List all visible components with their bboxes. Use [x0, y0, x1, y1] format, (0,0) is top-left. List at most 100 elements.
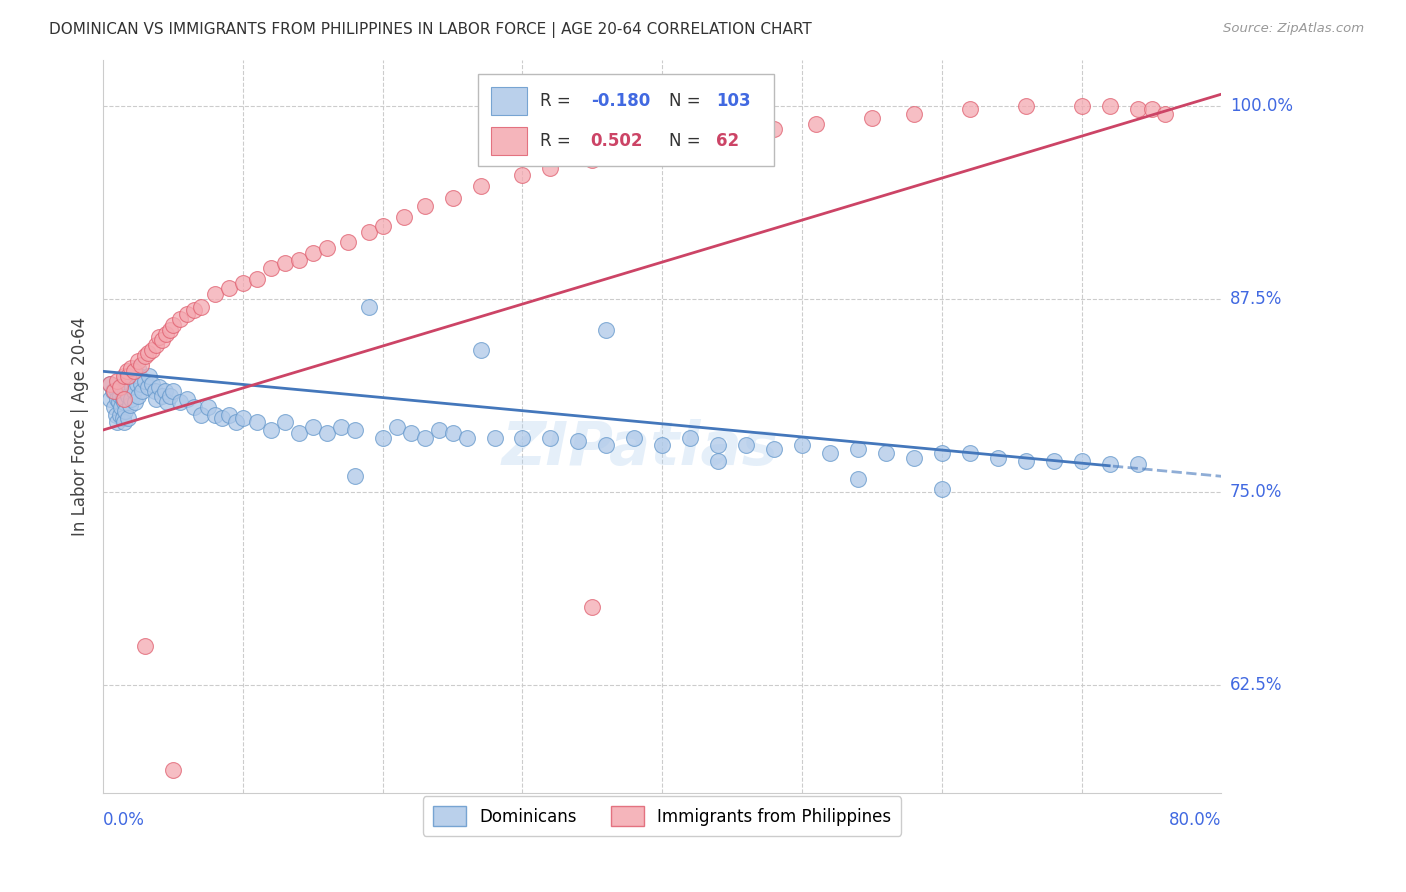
Point — [112, 395, 135, 409]
Point — [581, 153, 603, 167]
Point — [512, 431, 534, 445]
Point — [371, 219, 394, 234]
Point — [128, 368, 150, 383]
Point — [218, 281, 240, 295]
Point — [115, 376, 138, 391]
Point — [127, 361, 149, 376]
Point — [101, 384, 124, 399]
Point — [735, 438, 758, 452]
Point — [176, 307, 198, 321]
Point — [1015, 99, 1038, 113]
Point — [441, 192, 464, 206]
Point — [959, 446, 981, 460]
Point — [117, 389, 139, 403]
Point — [343, 423, 366, 437]
Point — [357, 226, 380, 240]
Point — [987, 450, 1010, 465]
Point — [134, 349, 156, 363]
Point — [1154, 106, 1177, 120]
Y-axis label: In Labor Force | Age 20-64: In Labor Force | Age 20-64 — [72, 317, 89, 536]
Point — [190, 408, 212, 422]
Point — [169, 395, 191, 409]
Text: R =: R = — [540, 92, 576, 110]
Point — [141, 376, 163, 391]
Point — [959, 102, 981, 116]
Point — [127, 389, 149, 403]
Point — [134, 639, 156, 653]
Point — [103, 384, 125, 399]
Point — [371, 431, 394, 445]
Point — [790, 438, 813, 452]
Point — [218, 408, 240, 422]
Text: 80.0%: 80.0% — [1168, 811, 1222, 830]
Point — [117, 410, 139, 425]
Point — [860, 112, 883, 126]
Point — [595, 438, 617, 452]
Point — [183, 400, 205, 414]
FancyBboxPatch shape — [478, 74, 775, 166]
Point — [125, 376, 148, 391]
Point — [1015, 454, 1038, 468]
Point — [581, 600, 603, 615]
Point — [120, 392, 142, 406]
Point — [329, 420, 352, 434]
Point — [875, 446, 897, 460]
Point — [136, 380, 159, 394]
Point — [110, 380, 132, 394]
Point — [1070, 99, 1092, 113]
Point — [98, 376, 121, 391]
Point — [274, 415, 297, 429]
Point — [211, 410, 233, 425]
Point — [225, 415, 247, 429]
Point — [441, 426, 464, 441]
Point — [105, 415, 128, 429]
Text: ZIPatlas: ZIPatlas — [502, 418, 779, 477]
Point — [456, 431, 478, 445]
Point — [114, 384, 136, 399]
Point — [707, 454, 730, 468]
Point — [112, 368, 135, 383]
Point — [413, 199, 436, 213]
Point — [413, 431, 436, 445]
Point — [114, 404, 136, 418]
Point — [117, 368, 139, 383]
Text: 100.0%: 100.0% — [1230, 97, 1292, 115]
Point — [104, 408, 127, 422]
Point — [1140, 102, 1163, 116]
Text: Source: ZipAtlas.com: Source: ZipAtlas.com — [1223, 22, 1364, 36]
Point — [288, 426, 311, 441]
Point — [1098, 99, 1121, 113]
Point — [134, 374, 156, 388]
Point — [197, 400, 219, 414]
Text: 103: 103 — [716, 92, 751, 110]
Point — [108, 380, 131, 394]
Point — [651, 137, 673, 152]
Point — [1098, 457, 1121, 471]
Point — [110, 400, 132, 414]
Point — [567, 434, 589, 448]
Text: 62: 62 — [716, 132, 740, 150]
Point — [204, 408, 226, 422]
Text: 75.0%: 75.0% — [1230, 483, 1282, 500]
Point — [111, 392, 134, 406]
Point — [204, 287, 226, 301]
Point — [162, 763, 184, 777]
Point — [274, 256, 297, 270]
Text: 62.5%: 62.5% — [1230, 675, 1282, 694]
Point — [623, 431, 645, 445]
Point — [122, 364, 145, 378]
Point — [1126, 457, 1149, 471]
Point — [159, 323, 181, 337]
Point — [1042, 454, 1064, 468]
Point — [399, 426, 422, 441]
Point — [136, 346, 159, 360]
Point — [162, 384, 184, 399]
Point — [115, 364, 138, 378]
Point — [120, 368, 142, 383]
Point — [129, 358, 152, 372]
Point — [105, 384, 128, 399]
Point — [721, 127, 744, 141]
Point — [107, 395, 129, 409]
Text: 0.502: 0.502 — [591, 132, 643, 150]
Point — [538, 431, 561, 445]
